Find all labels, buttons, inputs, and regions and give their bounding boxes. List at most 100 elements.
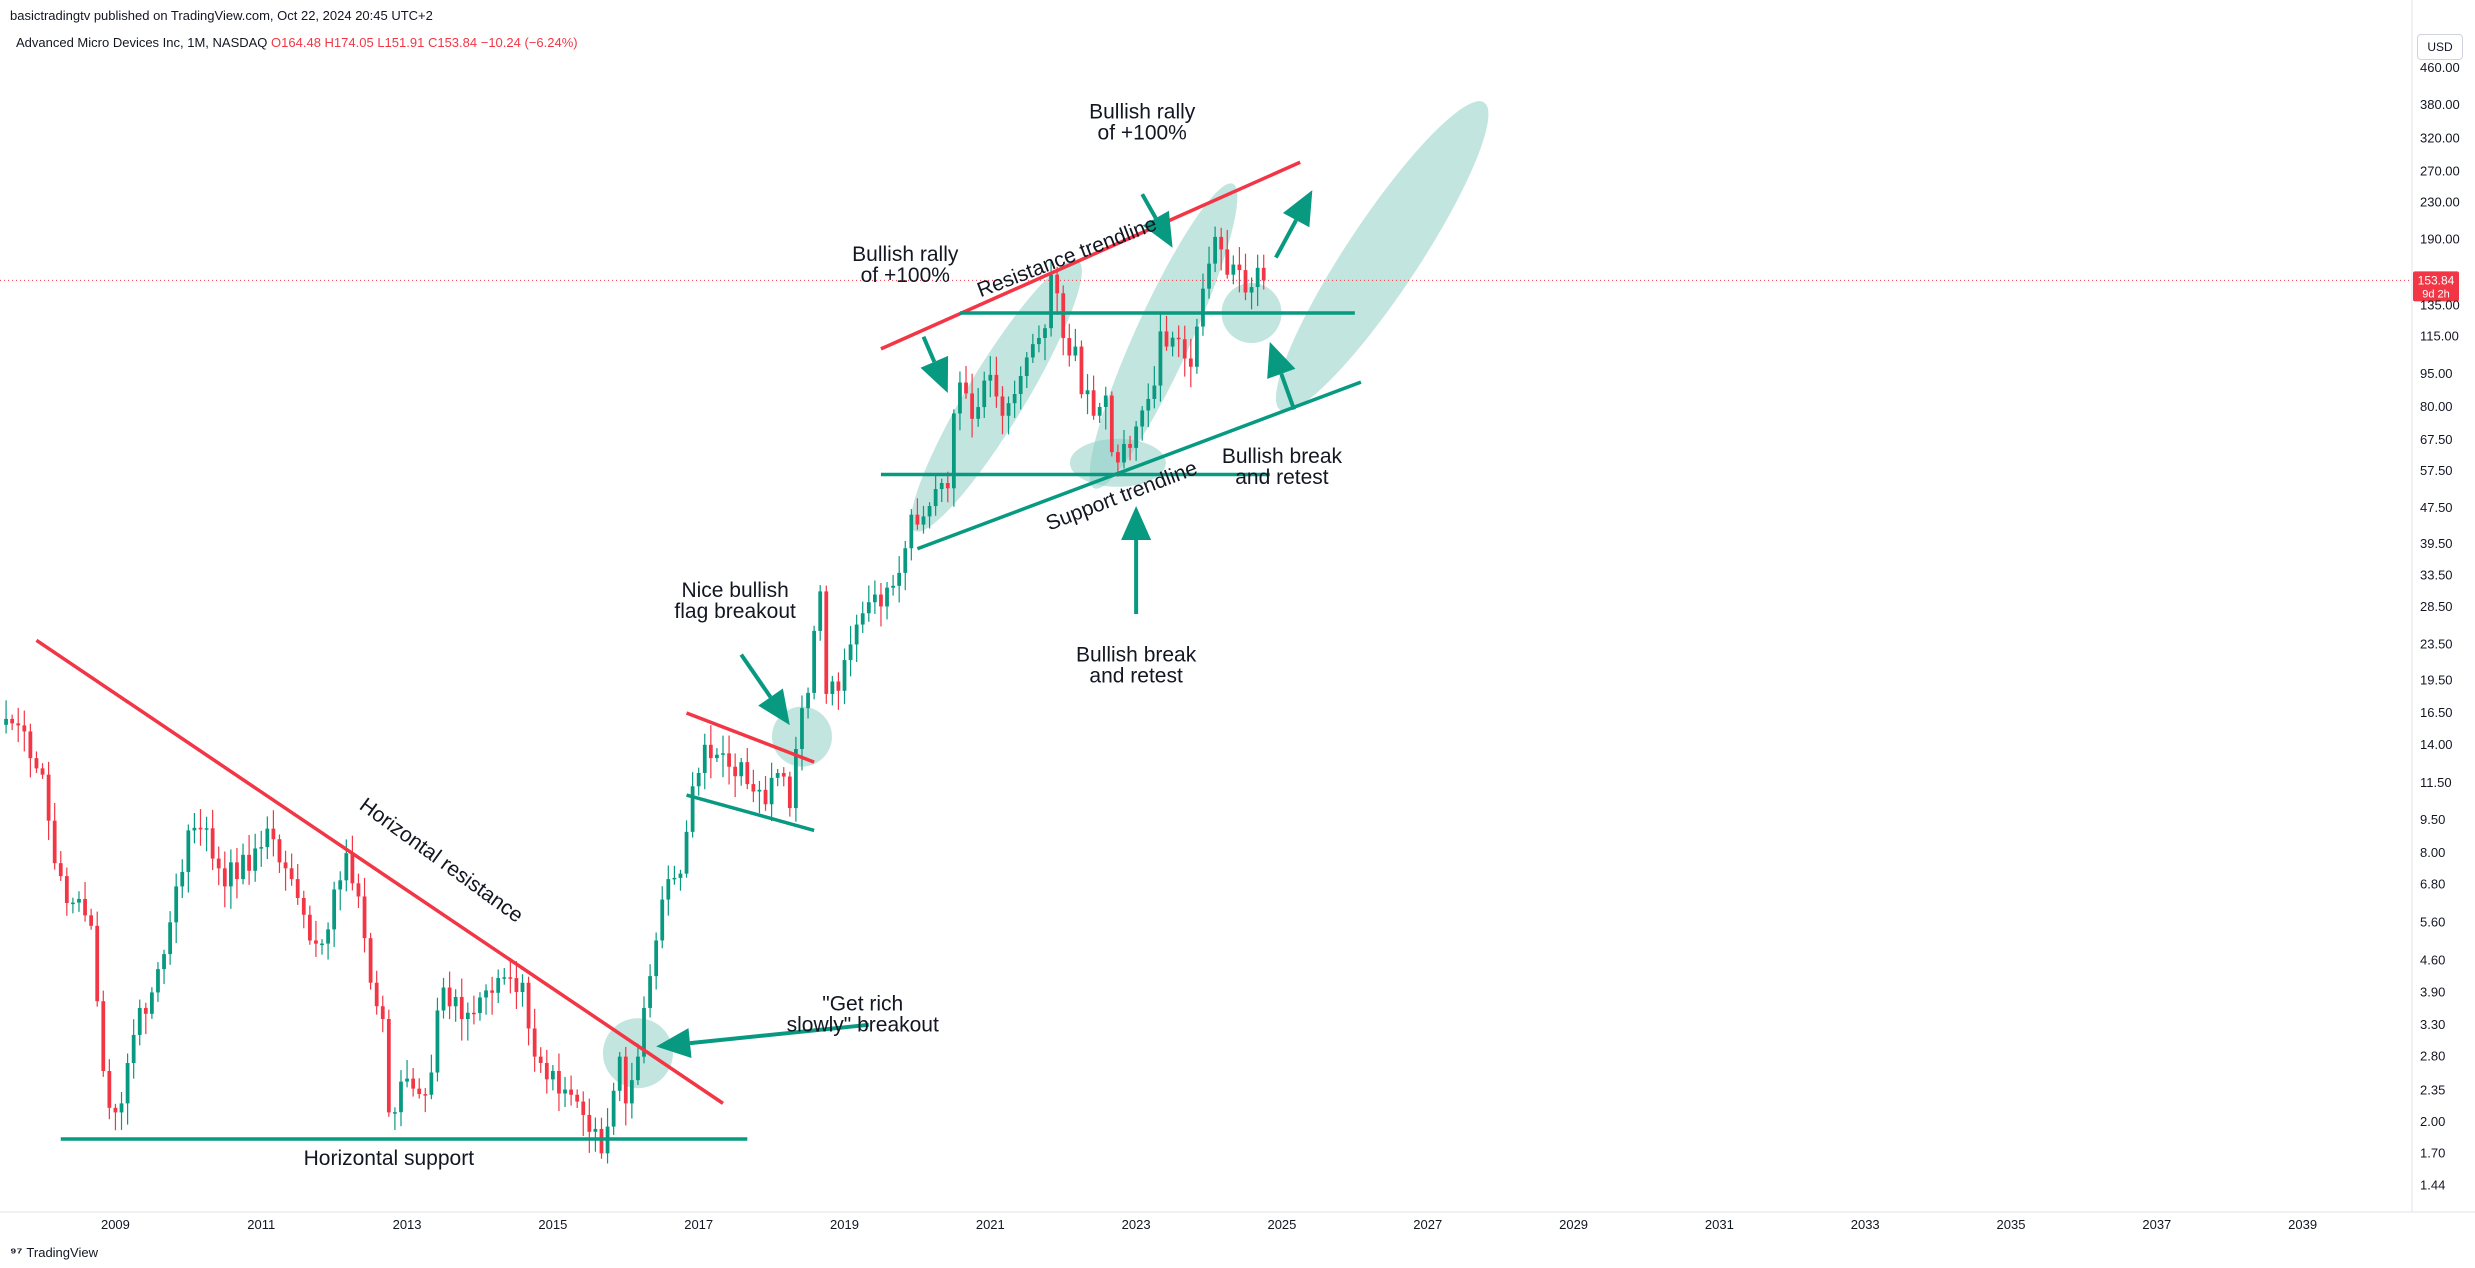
candle-body bbox=[253, 848, 258, 871]
candle-body bbox=[46, 774, 51, 821]
price-badge-countdown: 9d 2h bbox=[2422, 288, 2450, 300]
annotation-label: Nice bullish flag breakout bbox=[674, 579, 796, 623]
candle-body bbox=[909, 514, 914, 549]
candle-body bbox=[769, 777, 774, 805]
candle-body bbox=[228, 862, 233, 887]
x-tick-label: 2017 bbox=[684, 1217, 713, 1232]
candle-body bbox=[1122, 443, 1126, 463]
candle-body bbox=[168, 922, 172, 955]
candle-body bbox=[283, 862, 288, 869]
candle-body bbox=[526, 982, 531, 1029]
x-tick-label: 2011 bbox=[247, 1217, 275, 1232]
candle-body bbox=[210, 828, 215, 859]
candle-body bbox=[1219, 236, 1224, 250]
annotation-line: Horizontal resistance bbox=[355, 794, 527, 928]
annotation-line: slowly" breakout bbox=[787, 1014, 939, 1037]
candle-body bbox=[453, 996, 458, 1007]
candle-body bbox=[472, 1012, 476, 1015]
symbol-legend: Advanced Micro Devices Inc, 1M, NASDAQ O… bbox=[16, 35, 578, 50]
x-tick-label: 2023 bbox=[1122, 1217, 1151, 1232]
candle-body bbox=[830, 681, 835, 694]
x-tick-label: 2033 bbox=[1851, 1217, 1880, 1232]
candle-body bbox=[64, 876, 69, 903]
candle-body bbox=[806, 692, 810, 709]
time-axis[interactable]: 2009 2011 2013 2015 2017 2019 2021 2023 2025 2027… bbox=[0, 1211, 2475, 1232]
x-tick-label: 2029 bbox=[1559, 1217, 1588, 1232]
candle-body bbox=[143, 1007, 148, 1014]
y-tick-label: 380.00 bbox=[2420, 97, 2460, 112]
candle-body bbox=[1116, 452, 1120, 463]
candle-body bbox=[672, 877, 677, 880]
candle-body bbox=[1158, 331, 1163, 386]
y-tick-label: 19.50 bbox=[2420, 673, 2453, 688]
candle-body bbox=[563, 1089, 567, 1094]
candle-body bbox=[739, 762, 744, 777]
candle-body bbox=[1055, 274, 1060, 294]
y-tick-label: 33.50 bbox=[2420, 568, 2453, 583]
candle-body bbox=[915, 514, 920, 525]
candle-body bbox=[16, 723, 21, 726]
candle-body bbox=[326, 929, 330, 944]
candle-body bbox=[933, 489, 938, 507]
candle-body bbox=[532, 1028, 537, 1057]
publish-info: basictradingtv published on TradingView.… bbox=[10, 8, 433, 23]
candle-body bbox=[89, 915, 94, 926]
candle-body bbox=[241, 854, 245, 880]
brand-name: TradingView bbox=[26, 1244, 98, 1260]
arrow-head bbox=[1121, 506, 1152, 541]
candle-body bbox=[1261, 267, 1266, 281]
candle-body bbox=[508, 977, 513, 979]
candle-body bbox=[186, 830, 191, 872]
currency-button[interactable]: USD bbox=[2417, 34, 2463, 60]
candle-body bbox=[447, 987, 452, 1007]
x-tick-label: 2039 bbox=[2288, 1217, 2317, 1232]
trendlines bbox=[35, 160, 1362, 1141]
x-tick-label: 2027 bbox=[1413, 1217, 1442, 1232]
candle-body bbox=[569, 1089, 573, 1095]
candle-body bbox=[623, 1056, 628, 1104]
candle-body bbox=[1213, 236, 1217, 264]
annotation-line: flag breakout bbox=[674, 600, 796, 623]
candle-body bbox=[629, 1080, 634, 1104]
annotation-label: Horizontal support bbox=[304, 1147, 475, 1170]
y-tick-label: 115.00 bbox=[2420, 329, 2459, 344]
candle-body bbox=[34, 758, 39, 769]
candle-body bbox=[101, 1001, 106, 1072]
footer-brand[interactable]: ⁹⁷ TradingView bbox=[10, 1244, 98, 1260]
candle-body bbox=[587, 1114, 592, 1132]
arrow-head bbox=[1282, 190, 1313, 228]
candle-body bbox=[708, 744, 713, 759]
y-tick-label: 4.60 bbox=[2420, 952, 2445, 967]
candle-body bbox=[502, 977, 507, 979]
candle-body bbox=[666, 879, 671, 900]
y-tick-label: 6.80 bbox=[2420, 877, 2445, 892]
candle-body bbox=[435, 1010, 440, 1073]
candle-body bbox=[751, 784, 756, 792]
candle-body bbox=[1195, 326, 1199, 367]
candle-body bbox=[180, 871, 185, 887]
candle-body bbox=[113, 1107, 118, 1113]
y-tick-label: 67.50 bbox=[2420, 432, 2453, 447]
candle-body bbox=[976, 407, 981, 419]
y-tick-label: 47.50 bbox=[2420, 500, 2453, 515]
y-tick-label: 2.35 bbox=[2420, 1083, 2445, 1098]
candle-body bbox=[332, 889, 337, 930]
candle-body bbox=[28, 731, 33, 759]
candle-body bbox=[903, 548, 908, 573]
candle-body bbox=[235, 862, 239, 880]
x-tick-label: 2013 bbox=[393, 1217, 422, 1232]
candle-body bbox=[982, 380, 987, 408]
price-axis[interactable]: 460.00 380.00 320.00 270.00 230.00 190.00 135.… bbox=[2411, 0, 2460, 1212]
candle-body bbox=[836, 681, 841, 691]
candle-body bbox=[411, 1078, 416, 1089]
candle-body bbox=[1255, 267, 1260, 288]
high-value: H174.05 bbox=[324, 35, 374, 50]
candle-body bbox=[1006, 403, 1011, 416]
x-tick-label: 2015 bbox=[538, 1217, 567, 1232]
candle-body bbox=[958, 382, 962, 414]
y-tick-label: 135.00 bbox=[2420, 298, 2460, 313]
candle-body bbox=[617, 1056, 622, 1091]
candle-body bbox=[721, 753, 725, 755]
candle-body bbox=[1109, 395, 1114, 453]
